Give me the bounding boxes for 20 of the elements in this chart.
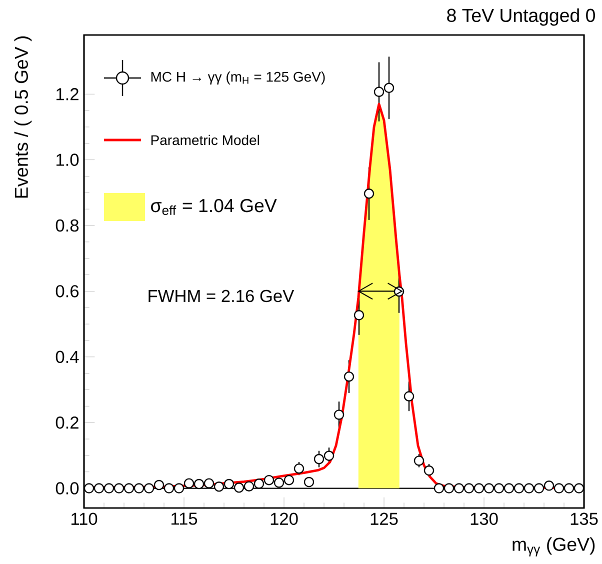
y-tick-label: 0.6 bbox=[56, 285, 79, 298]
chart-title: 8 TeV Untagged 0 bbox=[447, 8, 595, 26]
legend-label: σ$_{eff}$ = 1.04 GeV bbox=[151, 198, 277, 216]
legend-label: Parametric Model bbox=[151, 134, 260, 146]
x-tick-label: 120 bbox=[270, 512, 298, 525]
x-tick-label: 130 bbox=[470, 512, 498, 525]
x-tick-label: 125 bbox=[370, 512, 398, 525]
y-tick-label: 1.2 bbox=[56, 88, 78, 100]
annotation: FWHM = 2.16 GeV bbox=[148, 290, 294, 302]
y-tick-label: 1.0 bbox=[56, 154, 79, 166]
x-tick-label: 135 bbox=[570, 512, 598, 525]
legend-label: MC H → γγ (m$_{H}$ = 125 GeV) bbox=[151, 71, 325, 85]
y-tick-label: 0.8 bbox=[56, 219, 79, 232]
x-tick-label: 110 bbox=[72, 512, 98, 525]
y-tick-label: 0.4 bbox=[56, 350, 79, 364]
x-axis-title: m$_{γγ}$ (GeV) bbox=[512, 537, 595, 556]
y-tick-label: 0.2 bbox=[56, 416, 78, 429]
y-axis-title: Events / ( 0.5 GeV ) bbox=[14, 36, 32, 198]
y-tick-label: 0.0 bbox=[56, 482, 79, 494]
x-tick-label: 115 bbox=[172, 512, 198, 525]
